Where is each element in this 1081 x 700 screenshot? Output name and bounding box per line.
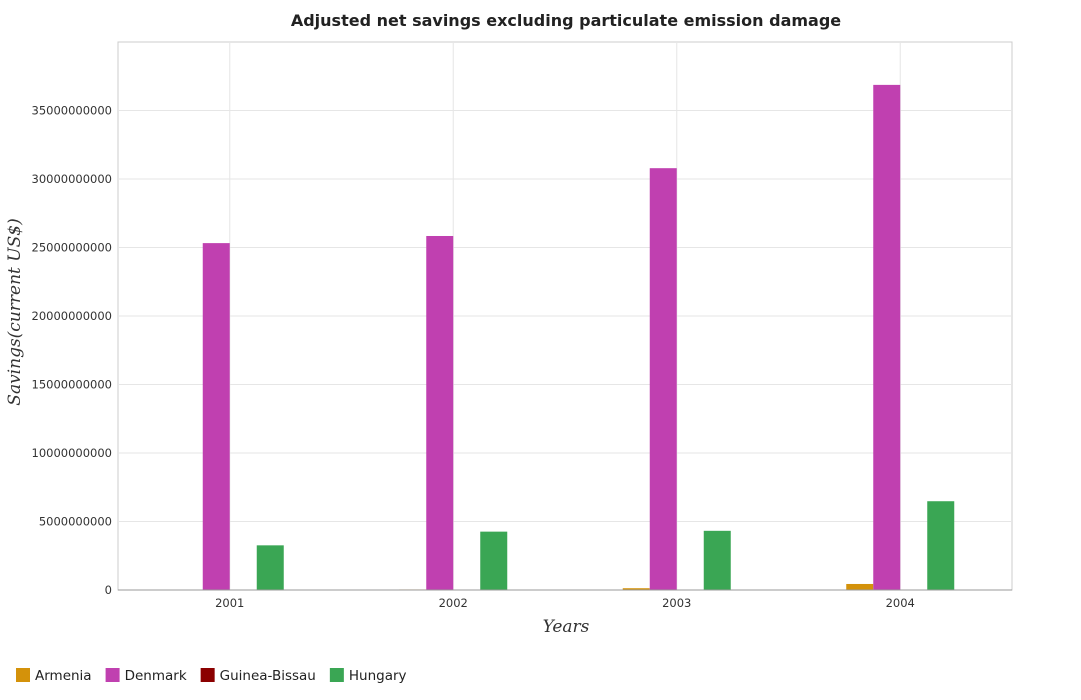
legend: Armenia Denmark Guinea-Bissau Hungary: [16, 668, 407, 684]
y-tick-label: 20000000000: [32, 309, 112, 323]
y-tick-label: 5000000000: [39, 515, 112, 529]
bar-hungary-2002: [480, 531, 508, 590]
x-tick-label: 2003: [662, 596, 691, 610]
bar-armenia-2003: [622, 588, 650, 590]
y-tick-label: 30000000000: [32, 172, 112, 186]
x-tick-label: 2002: [439, 596, 468, 610]
legend-label: Hungary: [349, 668, 407, 684]
bar-armenia-2004: [846, 583, 874, 590]
x-axis-label: Years: [543, 617, 590, 637]
x-tick-label: 2004: [886, 596, 915, 610]
plot-area: 0 5000000000 10000000000 15000000000 2000000…: [32, 41, 1013, 610]
legend-swatch: [200, 668, 215, 682]
bar-denmark-2004: [873, 84, 901, 591]
bar-denmark-2001: [202, 243, 230, 590]
legend-label: Guinea-Bissau: [220, 668, 316, 684]
legend-label: Armenia: [35, 668, 92, 684]
y-tick-label: 0: [105, 583, 112, 597]
bar-hungary-2003: [703, 530, 731, 590]
bar-denmark-2003: [649, 168, 677, 590]
y-tick-label: 15000000000: [32, 378, 112, 392]
legend-swatch: [16, 668, 30, 682]
x-tick-label: 2001: [215, 596, 244, 610]
bar-hungary-2004: [927, 501, 955, 590]
bar-hungary-2001: [256, 545, 284, 590]
legend-swatch: [105, 668, 120, 682]
chart-title: Adjusted net savings excluding particula…: [291, 11, 841, 30]
legend-label: Denmark: [125, 668, 187, 684]
legend-swatch: [329, 668, 344, 682]
y-tick-label: 35000000000: [32, 104, 112, 118]
y-tick-label: 10000000000: [32, 446, 112, 460]
y-axis-label: Savings(current US$): [5, 218, 25, 405]
y-tick-label: 25000000000: [32, 241, 112, 255]
bar-denmark-2002: [426, 235, 454, 590]
